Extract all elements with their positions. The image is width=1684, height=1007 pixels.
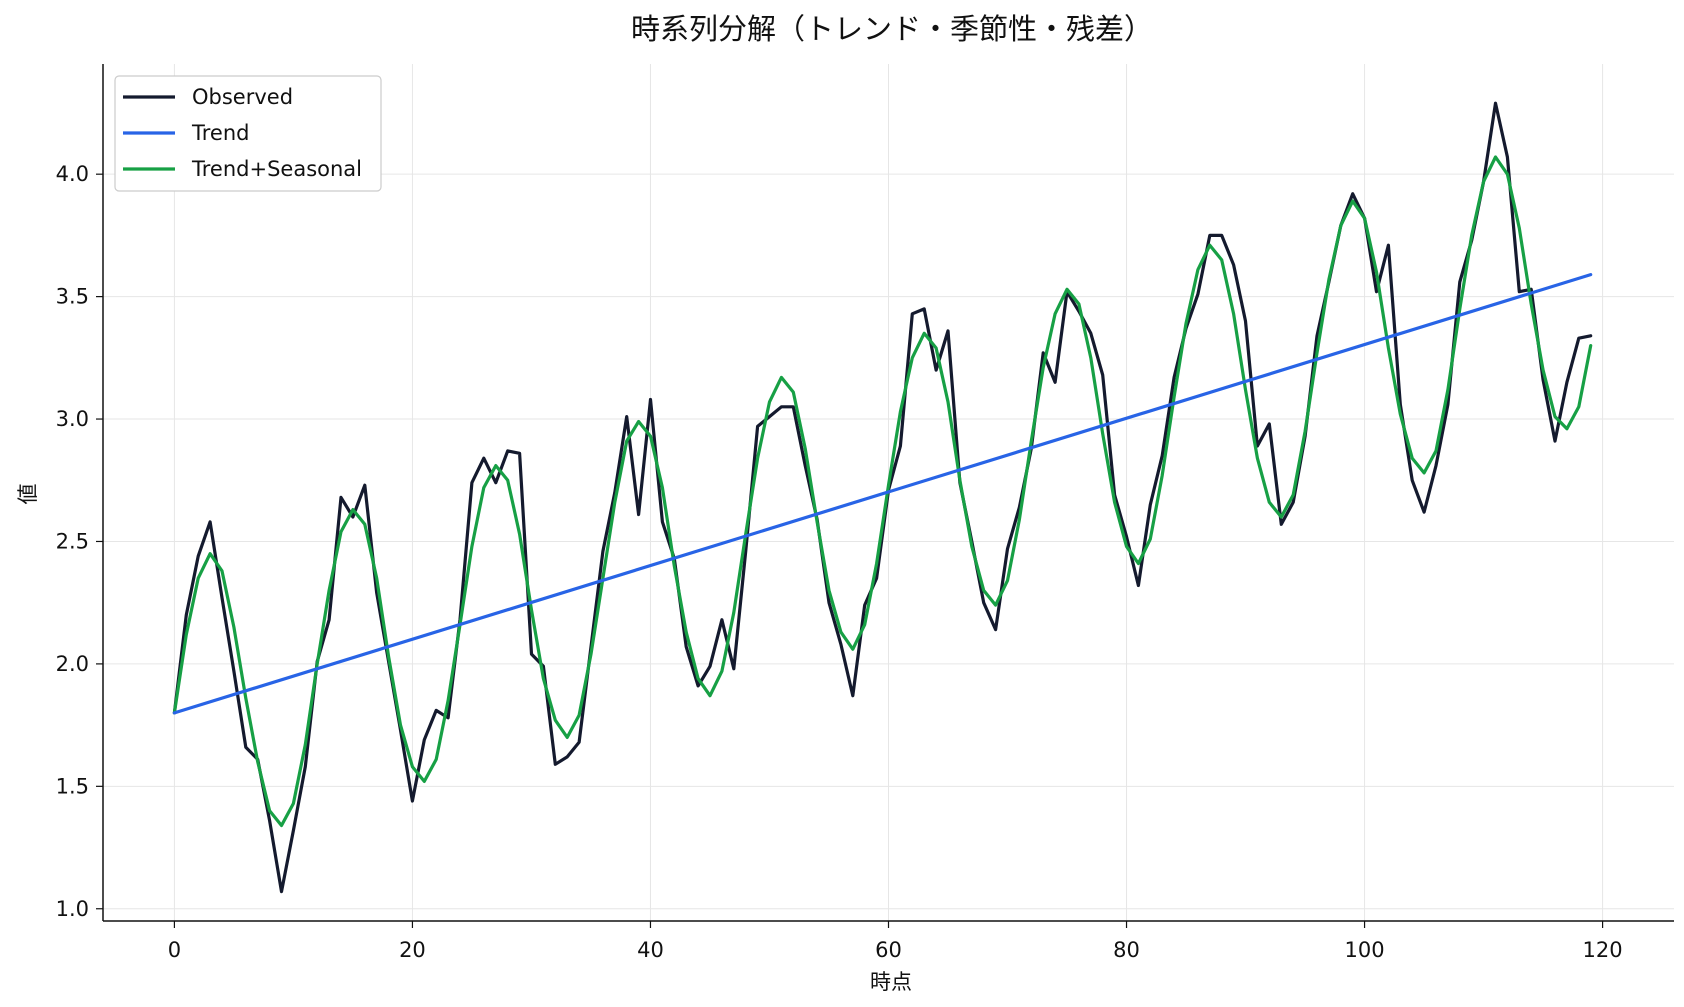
legend-frame bbox=[114, 75, 382, 192]
y-tick-label: 1.0 bbox=[56, 897, 89, 921]
y-axis-label: 値 bbox=[16, 484, 40, 505]
x-tick-label: 100 bbox=[1345, 938, 1385, 962]
legend: Observed Trend Trend+Seasonal bbox=[114, 75, 382, 192]
x-tick-label: 40 bbox=[637, 938, 664, 962]
y-tick-label: 2.0 bbox=[56, 652, 89, 676]
x-tick-label: 60 bbox=[875, 938, 902, 962]
legend-label-trend: Trend bbox=[191, 121, 249, 145]
x-axis-label: 時点 bbox=[870, 970, 912, 994]
plot-area bbox=[172, 101, 1593, 894]
y-tick-label: 2.5 bbox=[56, 529, 89, 553]
legend-label-observed: Observed bbox=[192, 85, 293, 109]
series-line-observed bbox=[172, 101, 1593, 894]
x-tick-label: 20 bbox=[399, 938, 426, 962]
x-tick-label: 120 bbox=[1583, 938, 1623, 962]
series-line-trend bbox=[172, 273, 1593, 715]
series-line-trend-seasonal bbox=[172, 155, 1593, 828]
x-ticks: 0 20 40 60 80 100 120 bbox=[168, 921, 1623, 962]
x-tick-label: 0 bbox=[168, 938, 181, 962]
chart-title: 時系列分解（トレンド・季節性・残差） bbox=[631, 12, 1153, 46]
legend-label-trend-seasonal: Trend+Seasonal bbox=[191, 157, 362, 181]
x-tick-label: 80 bbox=[1113, 938, 1140, 962]
y-tick-label: 1.5 bbox=[56, 774, 89, 798]
y-tick-label: 4.0 bbox=[56, 162, 89, 186]
grid bbox=[103, 64, 1674, 921]
y-tick-label: 3.0 bbox=[56, 407, 89, 431]
y-tick-label: 3.5 bbox=[56, 285, 89, 309]
y-ticks: 1.0 1.5 2.0 2.5 3.0 3.5 4.0 bbox=[56, 162, 103, 921]
